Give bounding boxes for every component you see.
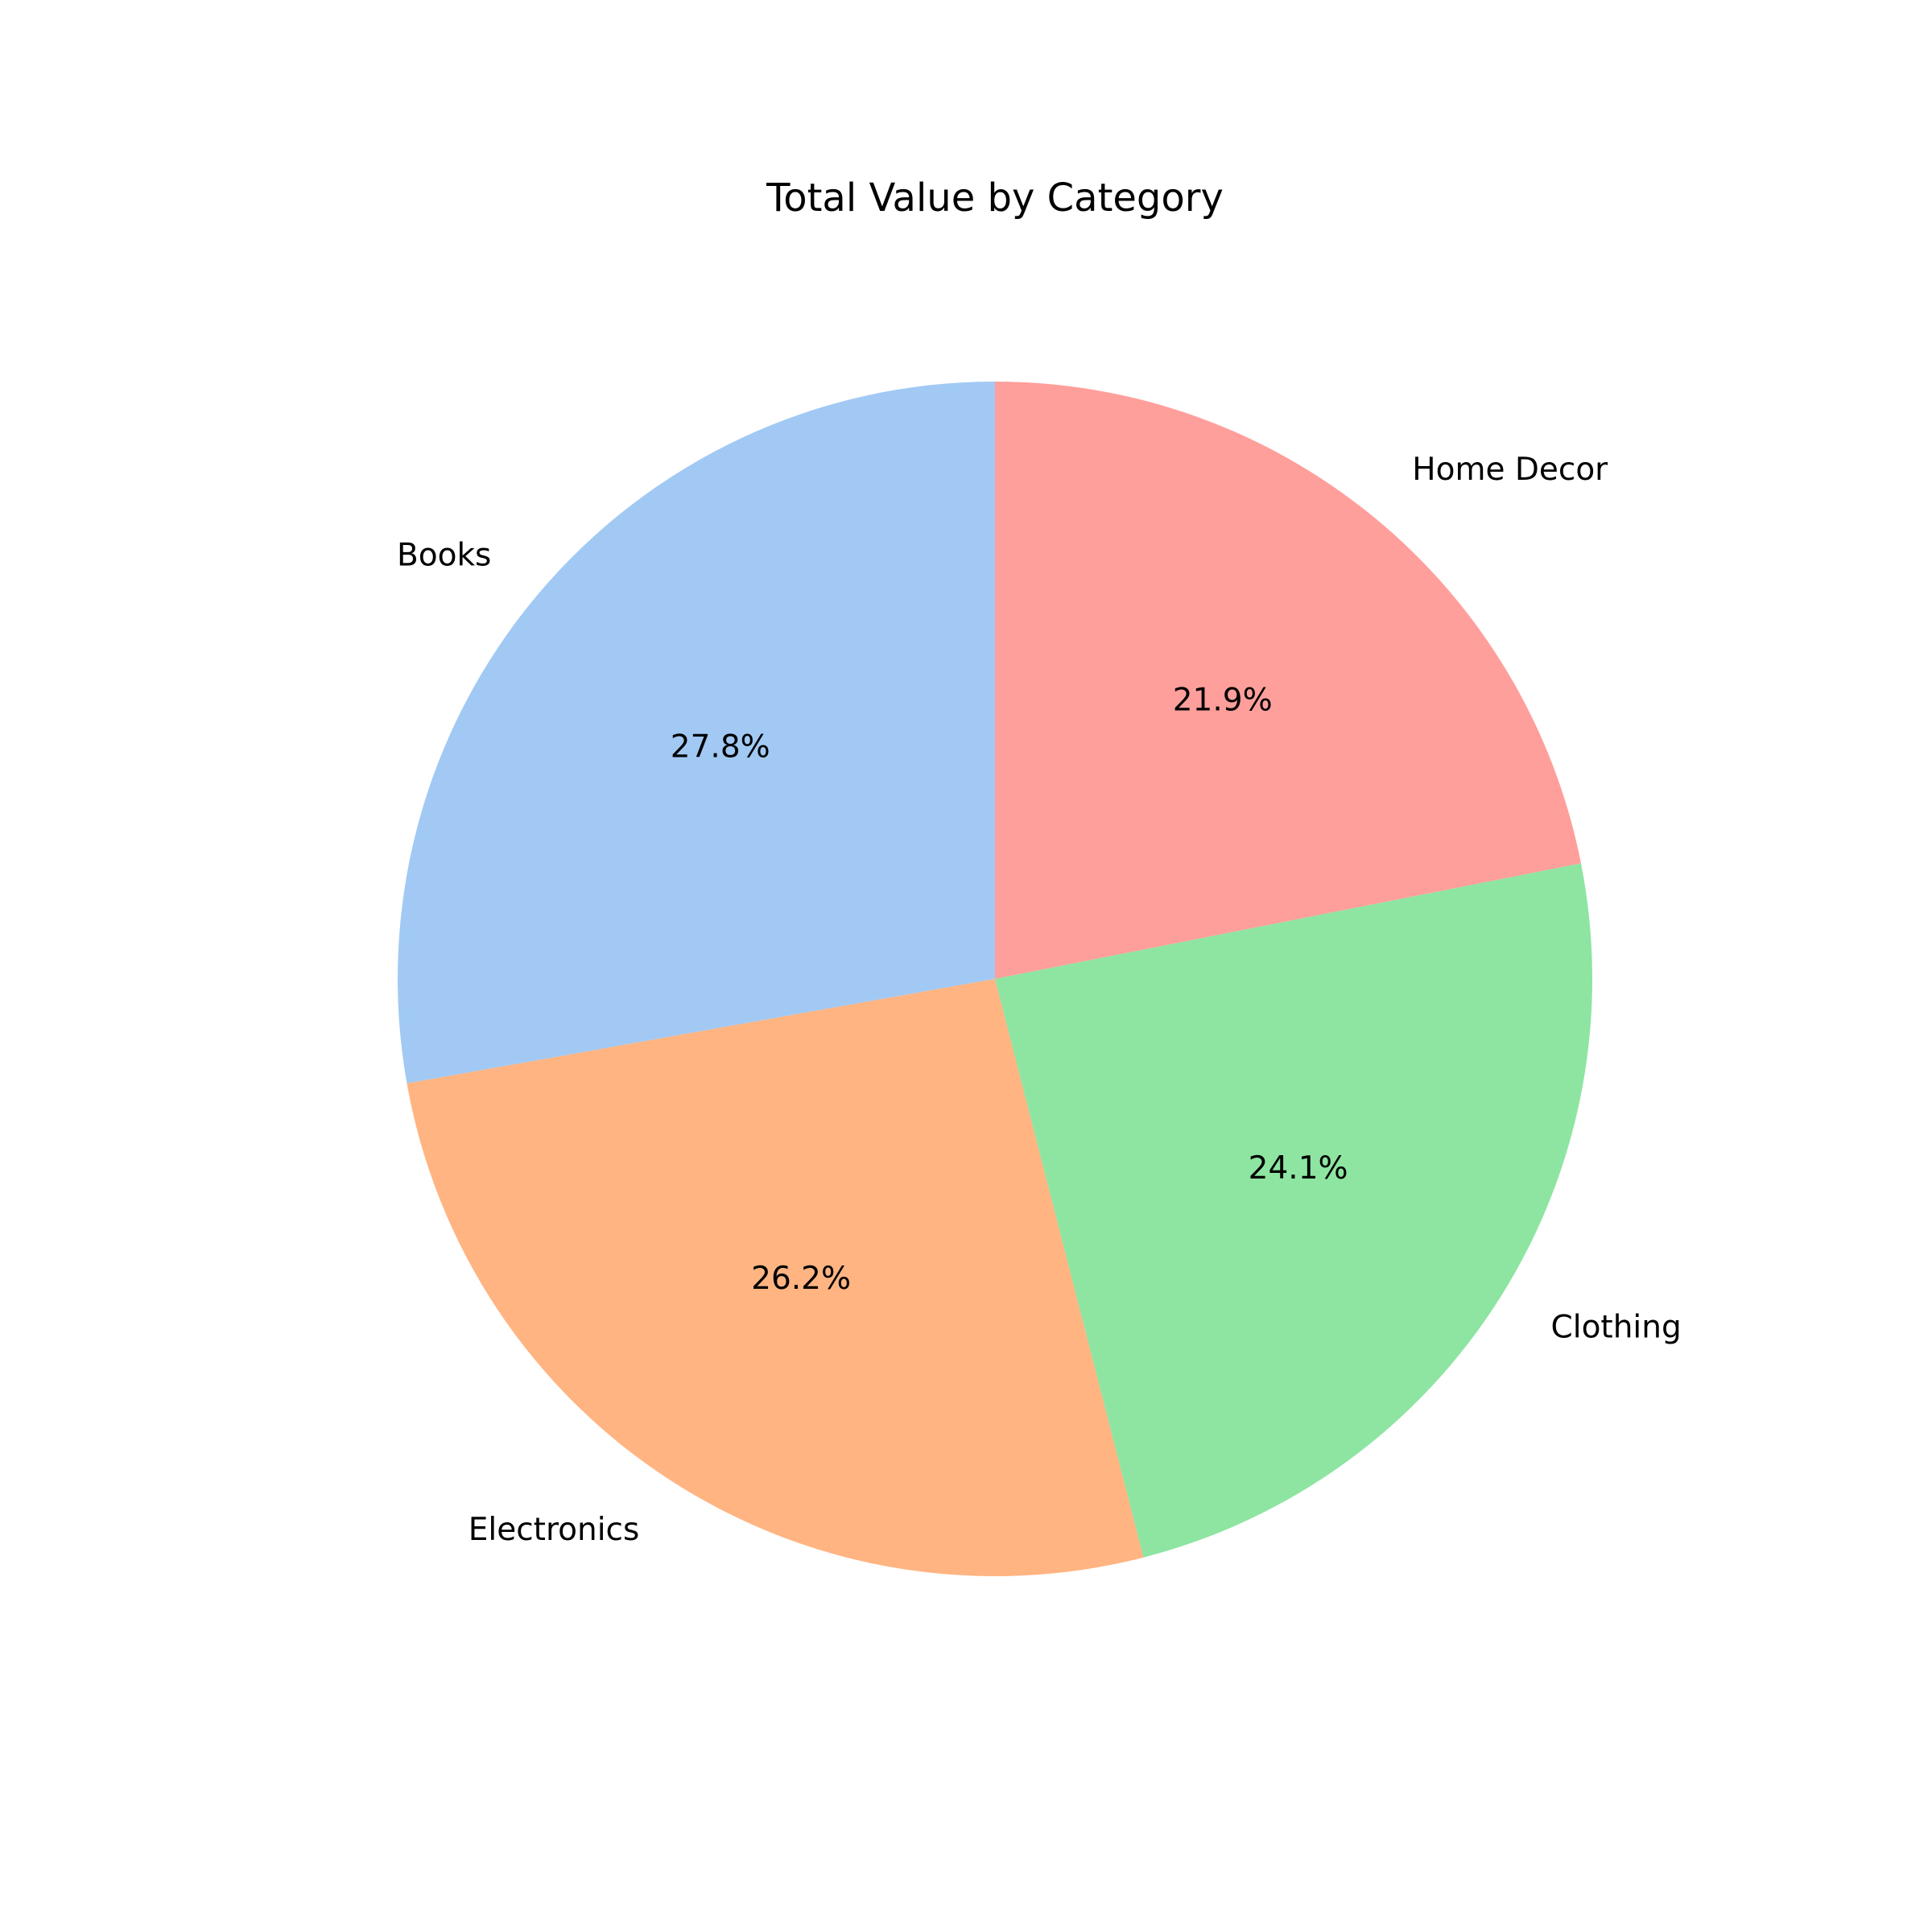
chart-title: Total Value by Category [766,175,1224,221]
pie-slice-books [397,382,995,1084]
percent-label-clothing: 24.1% [1249,1150,1348,1187]
slice-label-books: Books [397,537,491,573]
percent-label-home-decor: 21.9% [1173,683,1273,719]
slice-label-home-decor: Home Decor [1412,452,1608,488]
pie-slice-clothing [995,863,1593,1558]
percent-label-books: 27.8% [671,729,770,766]
pie-slice-electronics [407,979,1144,1577]
percent-label-electronics: 26.2% [751,1261,851,1297]
pie-labels: Books 27.8% Electronics 26.2% Clothing 24.1% H… [397,452,1682,1548]
slice-label-electronics: Electronics [469,1512,640,1548]
pie-slice-home-decor [995,382,1581,979]
slice-label-clothing: Clothing [1551,1310,1682,1346]
pie-slices [397,382,1593,1577]
